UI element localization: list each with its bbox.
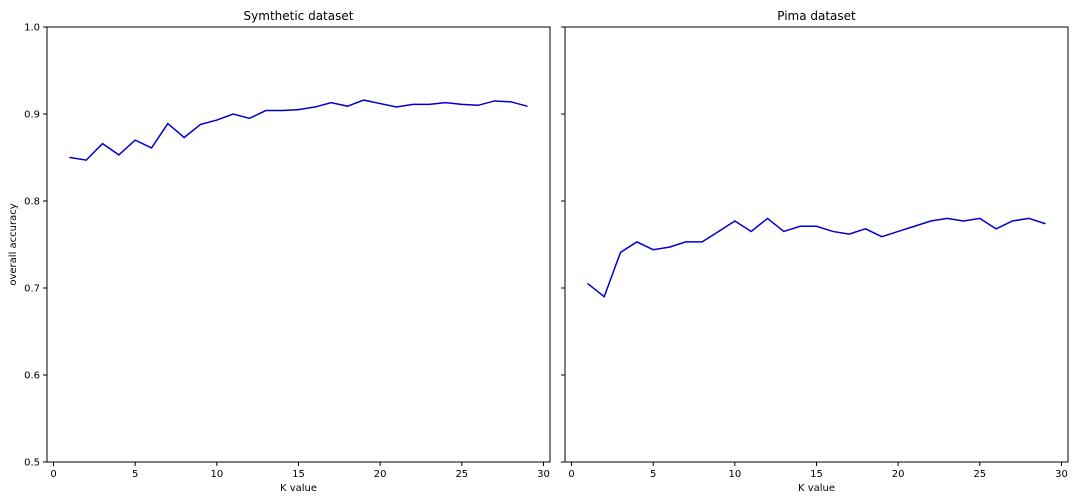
data-point <box>346 105 349 107</box>
x-tick-label: 20 <box>892 469 905 480</box>
x-tick-label: 10 <box>728 469 741 480</box>
data-point <box>248 117 251 119</box>
x-tick-label: 25 <box>973 469 986 480</box>
data-point <box>69 156 71 159</box>
x-axis-label: K value <box>798 483 835 494</box>
x-tick-label: 5 <box>132 469 138 480</box>
data-point <box>183 136 185 139</box>
data-point <box>734 220 736 222</box>
chart-title: Symthetic dataset <box>244 9 354 23</box>
data-point <box>216 119 218 121</box>
x-tick-label: 20 <box>374 469 387 480</box>
x-axis-label: K value <box>280 483 317 494</box>
data-point <box>134 139 136 141</box>
chart-panel-pima: Pima dataset K value 0 5 10 15 20 25 30 <box>561 9 1069 494</box>
data-point <box>799 225 801 227</box>
data-point <box>783 230 785 233</box>
data-point <box>493 100 496 102</box>
data-point <box>118 154 120 156</box>
plot-frame <box>46 26 551 463</box>
data-point <box>587 283 589 285</box>
data-point <box>881 236 883 238</box>
y-tick-label: 0.9 <box>24 110 40 121</box>
data-point <box>897 230 899 233</box>
data-point <box>685 241 687 243</box>
data-point <box>1011 220 1014 222</box>
data-point <box>636 241 638 243</box>
axis-ticks: 0 5 10 15 20 25 30 0.5 0.6 0.7 0.8 0.9 1.0 <box>24 23 550 481</box>
y-tick-label: 0.5 <box>24 458 40 469</box>
plot-frame <box>564 26 1069 463</box>
data-point <box>265 109 267 112</box>
chart-panel-synthetic: Symthetic dataset K value overall accura… <box>8 9 551 494</box>
x-tick-label: 30 <box>1055 469 1068 480</box>
data-point <box>668 246 671 248</box>
data-point <box>428 103 430 106</box>
series-line <box>587 217 1046 298</box>
data-point <box>619 251 622 253</box>
y-tick-label: 0.8 <box>24 197 40 208</box>
axis-ticks: 0 5 10 15 20 25 30 <box>561 26 1068 480</box>
x-tick-label: 15 <box>292 469 305 480</box>
data-point <box>750 230 752 233</box>
data-point <box>101 142 104 145</box>
data-point <box>395 106 398 108</box>
x-tick-label: 15 <box>810 469 823 480</box>
data-point <box>150 147 153 149</box>
data-point <box>652 249 654 251</box>
y-axis-label: overall accuracy <box>8 203 19 285</box>
data-point <box>832 230 834 233</box>
data-point <box>281 109 283 112</box>
data-point <box>199 123 202 126</box>
data-point <box>766 217 769 219</box>
data-point <box>167 122 169 125</box>
data-point <box>717 230 720 233</box>
data-point <box>379 102 381 105</box>
data-point <box>930 220 932 222</box>
data-point <box>477 104 479 106</box>
data-point <box>913 225 916 227</box>
x-tick-label: 10 <box>210 469 223 480</box>
data-point <box>864 228 867 230</box>
data-point <box>444 102 447 104</box>
x-tick-label: 25 <box>455 469 468 480</box>
data-point <box>1028 217 1030 219</box>
data-point <box>363 99 365 101</box>
data-point <box>815 225 818 227</box>
x-tick-label: 0 <box>568 469 574 480</box>
data-point <box>314 106 316 108</box>
chart-title: Pima dataset <box>777 9 856 23</box>
data-point <box>962 220 965 222</box>
data-point <box>848 233 850 235</box>
x-tick-label: 30 <box>537 469 550 480</box>
x-tick-label: 0 <box>50 469 56 480</box>
data-point <box>232 113 234 115</box>
data-point <box>412 103 414 106</box>
y-tick-label: 1.0 <box>24 23 40 34</box>
x-tick-label: 5 <box>650 469 656 480</box>
data-point <box>995 228 997 230</box>
data-point <box>526 105 528 107</box>
data-point <box>1044 223 1046 225</box>
y-tick-label: 0.6 <box>24 371 40 382</box>
data-point <box>701 241 703 243</box>
data-point <box>461 103 463 106</box>
data-point <box>603 296 605 298</box>
data-point <box>946 217 948 219</box>
data-point <box>330 102 332 104</box>
data-point <box>979 217 981 219</box>
data-point <box>85 159 87 161</box>
y-tick-label: 0.7 <box>24 284 40 295</box>
data-point <box>510 101 512 103</box>
data-point <box>297 109 300 111</box>
